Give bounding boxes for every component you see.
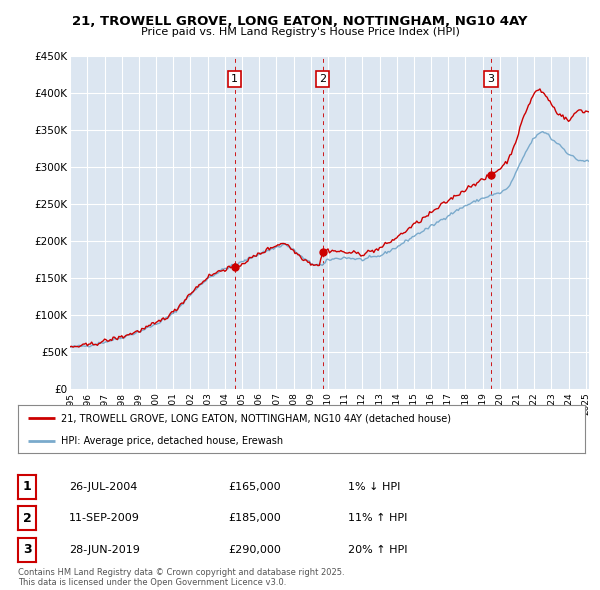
Text: HPI: Average price, detached house, Erewash: HPI: Average price, detached house, Erew…: [61, 436, 283, 446]
Text: 11-SEP-2009: 11-SEP-2009: [69, 513, 140, 523]
Text: Contains HM Land Registry data © Crown copyright and database right 2025.
This d: Contains HM Land Registry data © Crown c…: [18, 568, 344, 587]
Text: 2: 2: [23, 512, 31, 525]
Text: 28-JUN-2019: 28-JUN-2019: [69, 545, 140, 555]
Text: 3: 3: [488, 74, 494, 84]
Text: 1% ↓ HPI: 1% ↓ HPI: [348, 482, 400, 491]
Text: £290,000: £290,000: [228, 545, 281, 555]
Text: £165,000: £165,000: [228, 482, 281, 491]
Text: 26-JUL-2004: 26-JUL-2004: [69, 482, 137, 491]
Text: Price paid vs. HM Land Registry's House Price Index (HPI): Price paid vs. HM Land Registry's House …: [140, 27, 460, 37]
Text: 21, TROWELL GROVE, LONG EATON, NOTTINGHAM, NG10 4AY (detached house): 21, TROWELL GROVE, LONG EATON, NOTTINGHA…: [61, 413, 451, 423]
Text: £185,000: £185,000: [228, 513, 281, 523]
Text: 2: 2: [319, 74, 326, 84]
Text: 1: 1: [23, 480, 31, 493]
Text: 20% ↑ HPI: 20% ↑ HPI: [348, 545, 407, 555]
Text: 1: 1: [231, 74, 238, 84]
Text: 11% ↑ HPI: 11% ↑ HPI: [348, 513, 407, 523]
Text: 3: 3: [23, 543, 31, 556]
Text: 21, TROWELL GROVE, LONG EATON, NOTTINGHAM, NG10 4AY: 21, TROWELL GROVE, LONG EATON, NOTTINGHA…: [72, 15, 528, 28]
